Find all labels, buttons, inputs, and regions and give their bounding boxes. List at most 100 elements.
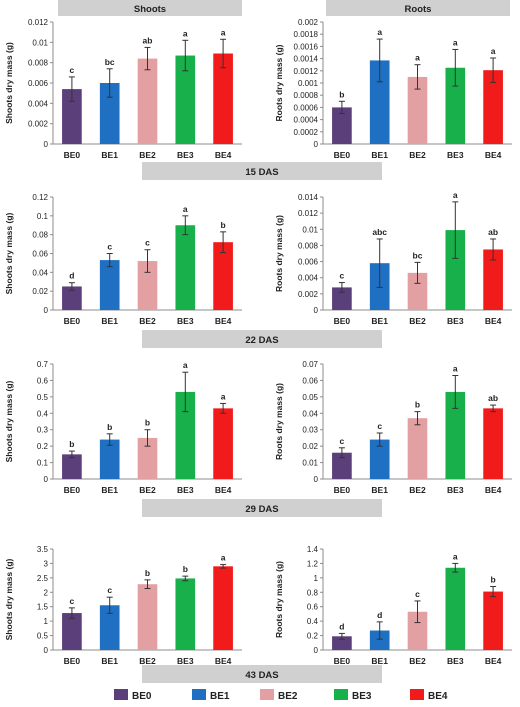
bar-be0 xyxy=(62,89,82,144)
header-roots: Roots xyxy=(326,0,510,16)
x-tick-label: BE4 xyxy=(215,656,232,666)
y-axis-label: Shoots dry mass (g) xyxy=(4,558,14,640)
y-tick-label: 0.02 xyxy=(302,442,318,451)
y-tick-label: 0.1 xyxy=(37,212,49,221)
significance-label: a xyxy=(183,28,188,38)
legend-label-be0: BE0 xyxy=(132,691,152,702)
y-tick-label: 0.002 xyxy=(298,290,319,299)
significance-label: b xyxy=(220,220,225,230)
y-tick-label: 0 xyxy=(44,475,49,484)
y-tick-label: 0.0014 xyxy=(294,55,319,64)
significance-label: d xyxy=(377,610,382,620)
significance-label: a xyxy=(453,37,458,47)
x-tick-label: BE3 xyxy=(177,150,194,160)
x-tick-label: BE2 xyxy=(139,150,156,160)
y-tick-label: 0.03 xyxy=(302,426,318,435)
significance-label: a xyxy=(183,204,188,214)
significance-label: c xyxy=(70,65,75,75)
y-axis-label: Shoots dry mass (g) xyxy=(4,380,14,462)
y-axis-label: Roots dry mass (g) xyxy=(274,44,284,121)
significance-label: b xyxy=(107,422,112,432)
x-tick-label: BE3 xyxy=(447,485,464,495)
significance-label: b xyxy=(490,575,495,585)
chart-roots-22das: Roots dry mass (g) 0 0.002 0.004 0.006 0.008 0… xyxy=(274,190,512,326)
legend-swatch-be1 xyxy=(192,689,206,700)
bar-be3 xyxy=(445,230,466,310)
bar-be2 xyxy=(407,272,428,310)
significance-label: b xyxy=(415,400,420,410)
x-tick-label: BE4 xyxy=(215,316,232,326)
bar-be4 xyxy=(213,566,233,650)
bar-be0 xyxy=(332,107,352,144)
chart-roots-15das: Roots dry mass (g) 0 0.0002 0.0004 0.0006 0.0… xyxy=(274,18,512,160)
y-tick-label: 1 xyxy=(44,617,49,626)
significance-label: bc xyxy=(105,57,115,67)
bar-be2 xyxy=(407,611,428,650)
significance-label: ab xyxy=(488,393,498,403)
chart-roots-29das: Roots dry mass (g) 0 0.01 0.02 0.03 0.04 0.05 0… xyxy=(274,360,512,495)
x-tick-label: BE4 xyxy=(485,316,502,326)
significance-label: c xyxy=(145,238,150,248)
y-tick-label: 0 xyxy=(44,306,49,315)
significance-label: a xyxy=(221,27,226,37)
significance-label: b xyxy=(339,89,344,99)
y-axis-label: Shoots dry mass (g) xyxy=(4,212,14,294)
x-tick-label: BE4 xyxy=(215,485,232,495)
significance-label: c xyxy=(340,271,345,281)
bar-be4 xyxy=(213,242,233,310)
y-tick-label: 1.2 xyxy=(307,559,319,568)
y-tick-label: 0.04 xyxy=(32,268,48,277)
y-tick-label: 0.5 xyxy=(37,632,49,641)
x-tick-label: BE4 xyxy=(485,656,502,666)
x-tick-label: BE0 xyxy=(334,150,351,160)
stage-band-43: 43 DAS xyxy=(142,665,382,683)
y-tick-label: 0.08 xyxy=(32,231,48,240)
significance-label: abc xyxy=(372,227,387,237)
x-tick-label: BE1 xyxy=(101,656,118,666)
x-tick-label: BE4 xyxy=(485,150,502,160)
y-tick-label: 0.0016 xyxy=(294,42,319,51)
bar-be0 xyxy=(62,286,82,310)
stage-band-15-bg xyxy=(142,162,382,180)
stage-band-29: 29 DAS xyxy=(142,499,382,517)
x-tick-label: BE0 xyxy=(64,150,81,160)
y-axis-label: Roots dry mass (g) xyxy=(274,215,284,292)
legend-label-be3: BE3 xyxy=(352,691,372,702)
y-tick-label: 0.2 xyxy=(37,442,49,451)
y-tick-label: 0.4 xyxy=(307,617,319,626)
y-tick-label: 0.12 xyxy=(32,193,48,202)
x-tick-label: BE2 xyxy=(409,316,426,326)
y-tick-label: 0.006 xyxy=(28,79,49,88)
significance-label: c xyxy=(377,421,382,431)
y-tick-label: 0.01 xyxy=(302,459,318,468)
x-tick-label: BE1 xyxy=(371,485,388,495)
y-axis-label: Roots dry mass (g) xyxy=(274,383,284,460)
bar-be1 xyxy=(99,83,120,144)
significance-label: d xyxy=(69,271,74,281)
significance-label: a xyxy=(377,27,382,37)
y-tick-label: 0.004 xyxy=(298,274,319,283)
stage-band-22-bg xyxy=(142,330,382,348)
y-tick-label: 0.002 xyxy=(298,18,319,27)
x-tick-label: BE0 xyxy=(64,485,81,495)
y-tick-label: 0.006 xyxy=(298,258,319,267)
bar-be3 xyxy=(175,225,196,310)
bar-be4 xyxy=(483,408,503,479)
significance-label: c xyxy=(415,589,420,599)
header-shoots-label: Shoots xyxy=(134,4,166,15)
y-tick-label: 0.0002 xyxy=(294,128,319,137)
significance-label: a xyxy=(453,551,458,561)
y-tick-label: 0.01 xyxy=(302,225,318,234)
bar-be3 xyxy=(175,578,196,650)
y-tick-label: 0.008 xyxy=(298,241,319,250)
legend-swatch-be3 xyxy=(334,689,348,700)
bar-be1 xyxy=(369,630,390,650)
x-tick-label: BE2 xyxy=(409,656,426,666)
bar-be4 xyxy=(483,249,503,310)
y-tick-label: 0 xyxy=(314,306,319,315)
bar-be3 xyxy=(175,391,196,479)
stage-band-43-label: 43 DAS xyxy=(245,670,278,681)
bar-be1 xyxy=(369,439,390,479)
x-tick-label: BE0 xyxy=(64,656,81,666)
stage-band-15: 15 DAS xyxy=(142,162,382,180)
